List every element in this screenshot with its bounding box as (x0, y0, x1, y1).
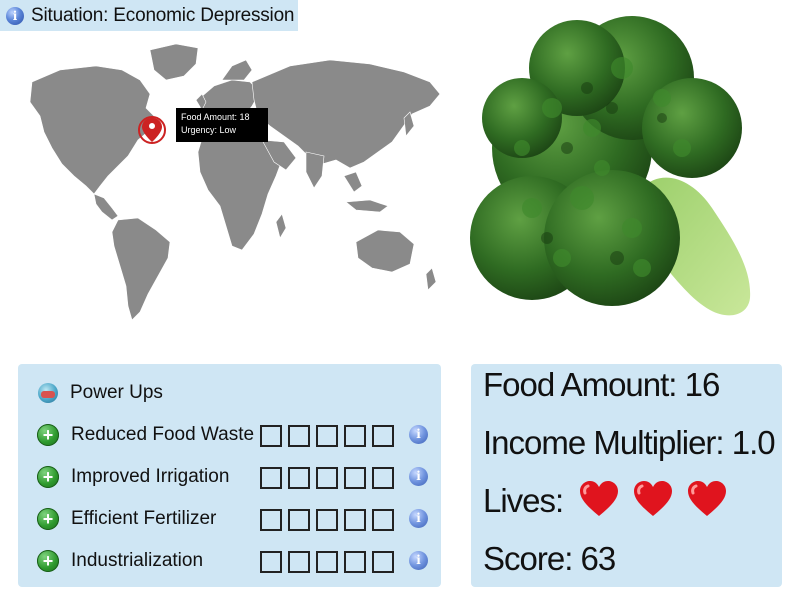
tooltip-urgency: Urgency: Low (181, 125, 237, 135)
level-box (316, 467, 338, 489)
power-up-info-icon[interactable]: i (409, 467, 428, 486)
location-marker[interactable] (138, 116, 166, 144)
income-multiplier-stat: Income Multiplier: 1.0 (483, 424, 776, 461)
power-up-info-icon[interactable]: i (409, 509, 428, 528)
level-box (372, 467, 394, 489)
situation-banner: i Situation: Economic Depression (0, 0, 298, 31)
info-icon[interactable]: i (6, 6, 24, 25)
level-box (372, 509, 394, 531)
level-box (372, 551, 394, 573)
region-tooltip: Food Amount: 18 Urgency: Low (176, 108, 268, 142)
level-box (260, 509, 282, 531)
power-up-info-icon[interactable]: i (409, 551, 428, 570)
power-ups-icon (38, 383, 58, 403)
level-box (316, 509, 338, 531)
heart-icon (634, 481, 672, 516)
power-up-level-boxes (260, 425, 394, 447)
level-box (288, 551, 310, 573)
situation-label: Situation: Economic Depression (31, 4, 295, 26)
power-up-level-boxes (260, 551, 394, 573)
world-map[interactable] (0, 36, 450, 326)
power-ups-header: Power Ups (18, 378, 163, 408)
level-box (288, 467, 310, 489)
power-up-info-icon[interactable]: i (409, 425, 428, 444)
level-box (344, 425, 366, 447)
power-up-label: Reduced Food Waste (71, 424, 255, 445)
level-box (344, 551, 366, 573)
power-up-level-boxes (260, 467, 394, 489)
level-box (288, 425, 310, 447)
level-box (260, 425, 282, 447)
heart-icon (580, 481, 618, 516)
stats-panel: Food Amount: 16 Income Multiplier: 1.0 L… (471, 364, 782, 587)
add-power-up-icon[interactable]: + (37, 550, 59, 572)
broccoli-image (462, 8, 762, 343)
power-up-row-industrialization: + Industrialization i (18, 546, 441, 576)
level-box (316, 551, 338, 573)
lives-label: Lives: (483, 482, 564, 519)
tooltip-food-amount: Food Amount: 18 (181, 112, 250, 122)
power-up-row-reduced-food-waste: + Reduced Food Waste i (18, 420, 441, 450)
add-power-up-icon[interactable]: + (37, 424, 59, 446)
level-box (344, 509, 366, 531)
power-up-row-improved-irrigation: + Improved Irrigation i (18, 462, 441, 492)
lives-hearts (579, 480, 727, 518)
food-amount-stat: Food Amount: 16 (483, 366, 720, 403)
power-up-label: Industrialization (71, 550, 204, 571)
level-box (260, 551, 282, 573)
power-ups-panel: Power Ups + Reduced Food Waste i + Impro… (18, 364, 441, 587)
add-power-up-icon[interactable]: + (37, 466, 59, 488)
power-up-label: Efficient Fertilizer (71, 508, 217, 529)
power-up-label: Improved Irrigation (71, 466, 230, 487)
level-box (288, 509, 310, 531)
level-box (372, 425, 394, 447)
level-box (260, 467, 282, 489)
level-box (316, 425, 338, 447)
level-box (344, 467, 366, 489)
power-ups-title: Power Ups (70, 382, 163, 403)
heart-icon (688, 481, 726, 516)
score-stat: Score: 63 (483, 540, 616, 577)
power-up-level-boxes (260, 509, 394, 531)
power-up-row-efficient-fertilizer: + Efficient Fertilizer i (18, 504, 441, 534)
add-power-up-icon[interactable]: + (37, 508, 59, 530)
